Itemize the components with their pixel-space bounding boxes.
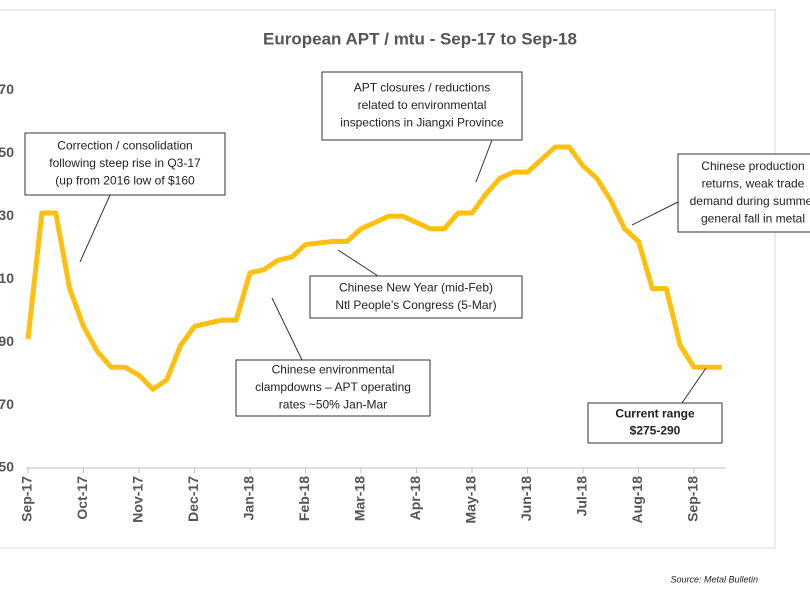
callout-box [235, 359, 431, 417]
callout-text: Chinese production [701, 159, 804, 173]
source: Source: Metal Bulletin [670, 574, 758, 584]
callout-box [309, 275, 523, 319]
x-tick-label: Jun-18 [518, 476, 534, 521]
callout-text: related to environmental [358, 98, 487, 112]
x-tick-label: Feb-18 [296, 476, 312, 521]
callout-pointer [337, 249, 379, 277]
callout-box [677, 153, 810, 233]
callout-text: general fall in metal [701, 211, 805, 225]
chart-title: European APT / mtu - Sep-17 to Sep-18 [263, 29, 577, 48]
x-tick-label: Nov-17 [130, 476, 146, 523]
y-tick-label: 310 [0, 270, 14, 286]
callout-box [321, 71, 523, 141]
callout-text: following steep rise in Q3-17 [49, 156, 201, 170]
callout-text: returns, weak trade [702, 176, 805, 190]
callout-pointer [79, 194, 111, 263]
x-tick-label: Jan-18 [241, 476, 257, 521]
callout-text: Chinese New Year (mid-Feb) [339, 280, 493, 294]
callout-text: Current range [615, 407, 695, 421]
callout-text: demand during summer [690, 194, 810, 208]
callout-text: APT closures / reductions [354, 81, 491, 95]
chart-frame [0, 9, 776, 549]
x-tick-label: Sep-18 [685, 476, 701, 522]
callout-text: Chinese environmental [272, 363, 395, 377]
callout-text: $275-290 [630, 424, 681, 438]
y-tick-label: 370 [0, 81, 14, 97]
y-tick-label: 350 [0, 144, 14, 160]
callout-pointer [681, 367, 707, 404]
y-tick-label: 290 [0, 333, 14, 349]
callout-box [587, 402, 723, 444]
x-tick-label: Dec-17 [185, 476, 201, 522]
callout-text: Correction / consolidation [57, 139, 192, 153]
callout-text: rates ~50% Jan-Mar [279, 398, 387, 412]
callout-text: (up from 2016 low of $160 [55, 174, 195, 188]
callout-text: inspections in Jiangxi Province [340, 116, 504, 130]
x-tick-label: Jul-18 [574, 476, 590, 517]
y-tick-label: 250 [0, 459, 14, 475]
y-tick-label: 270 [0, 396, 14, 412]
callout-pointer [475, 139, 493, 183]
callout-text: Ntl People’s Congress (5-Mar) [335, 298, 496, 312]
x-tick-label: May-18 [463, 476, 479, 524]
x-tick-label: Mar-18 [352, 476, 368, 521]
x-tick-label: Aug-18 [629, 476, 645, 524]
x-tick-label: Oct-17 [74, 476, 90, 520]
callout-text: clampdowns – APT operating [255, 380, 411, 394]
callout-pointer [631, 201, 679, 226]
callout-box [24, 132, 226, 196]
price-line [25, 144, 722, 392]
x-tick-label: Sep-17 [19, 476, 35, 522]
callout-pointer [271, 297, 303, 361]
x-tick-label: Apr-18 [407, 476, 423, 521]
y-tick-label: 330 [0, 207, 14, 223]
